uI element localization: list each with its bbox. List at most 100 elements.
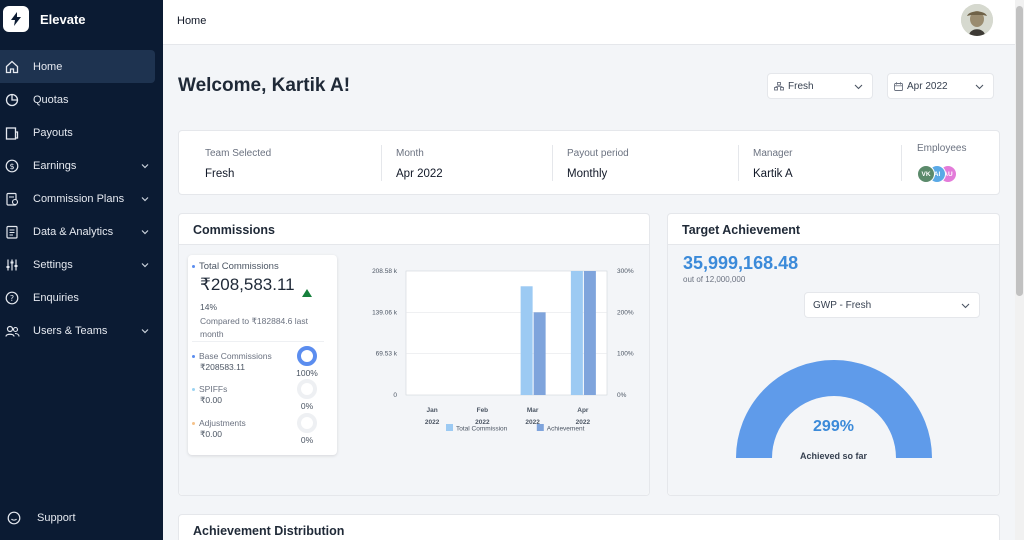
sidebar-nav: Home Quotas Payouts $ Earnings Commiss [0,50,163,347]
adjustments-pct: 0% [300,435,314,445]
y-right-tick-label: 200% [617,309,634,316]
base-commissions-label: Base Commissions [192,351,272,361]
home-icon [4,59,20,75]
breadcrumb[interactable]: Home [177,15,207,27]
legend-label: Achievement [547,426,585,433]
chevron-down-icon [141,325,149,337]
top-bar: Home [163,0,1015,45]
month-label: Month [396,148,424,159]
payout-period-label: Payout period [567,148,629,159]
achievement-distribution-card: Achievement Distribution [178,514,1000,540]
document-icon [4,191,20,207]
app-name: Elevate [40,11,86,27]
y-left-tick-label: 69.53 k [376,351,398,358]
pie-chart-icon [4,92,20,108]
commissions-body: Total Commissions ₹208,583.11 14% Compar… [179,245,649,495]
team-value: Fresh [205,168,235,180]
base-pct: 100% [296,368,318,378]
y-right-tick-label: 0% [617,392,627,399]
spiffs-pct: 0% [300,401,314,411]
chart-bar [520,286,533,395]
x-tick-label: 2022 [525,419,540,426]
sidebar-item-enquiries[interactable]: ? Enquiries [0,281,163,314]
y-left-tick-label: 139.06 k [372,309,398,316]
sidebar: Elevate Home Quotas Payouts $ Earnings [0,0,163,540]
sidebar-item-users-teams[interactable]: Users & Teams [0,314,163,347]
compared-text: Compared to ₹182884.6 last month [200,316,308,339]
sidebar-item-settings[interactable]: Settings [0,248,163,281]
chart-bar [570,271,583,395]
gauge-fill [736,360,932,459]
support-label: Support [37,512,76,524]
month-filter-select[interactable]: Apr 2022 [887,73,994,99]
sidebar-item-payouts[interactable]: Payouts [0,116,163,149]
target-value: 35,999,168.48 [683,253,799,273]
chevron-down-icon [141,193,149,205]
commissions-card: Commissions Total Commissions ₹208,583.1… [178,213,650,496]
sidebar-item-commission-plans[interactable]: Commission Plans [0,182,163,215]
target-out-of: out of 12,000,000 [683,275,746,284]
divider [738,145,739,181]
chart-bar [533,312,546,395]
x-tick-label: Mar [527,407,539,414]
scrollbar[interactable] [1015,0,1024,540]
x-tick-label: Apr [577,407,589,414]
sidebar-item-earnings[interactable]: $ Earnings [0,149,163,182]
lightning-icon [3,6,29,32]
main-content: Welcome, Kartik A! Fresh Apr 2022 Team S… [163,45,1015,540]
gauge-percent: 299% [813,418,854,435]
chart-bar [583,271,596,395]
total-commissions-panel: Total Commissions ₹208,583.11 14% Compar… [188,255,337,455]
divider [901,145,902,181]
sidebar-item-data-analytics[interactable]: Data & Analytics [0,215,163,248]
sidebar-item-label: Enquiries [33,291,79,304]
x-tick-label: Jan [427,407,438,414]
chevron-down-icon [854,82,863,93]
spiffs-label: SPIFFs [192,384,227,394]
target-plan-value: GWP - Fresh [813,299,872,311]
page-title: Welcome, Kartik A! [178,75,351,96]
sliders-icon [4,257,20,273]
change-pct: 14% [200,302,218,312]
sidebar-item-label: Earnings [33,159,77,172]
scroll-thumb[interactable] [1016,6,1023,296]
distribution-title: Achievement Distribution [193,524,345,538]
spiffs-progress-ring [297,379,317,399]
brand[interactable]: Elevate [0,0,163,38]
wallet-icon [4,125,20,141]
divider [179,244,649,245]
legend-label: Total Commission [456,426,508,433]
avatar[interactable] [961,4,993,36]
gauge-label: Achieved so far [799,451,868,461]
divider [192,341,324,342]
team-info-card: Team Selected Fresh Month Apr 2022 Payou… [178,130,1000,195]
target-title: Target Achievement [682,223,801,237]
calendar-icon [894,81,903,91]
team-icon [774,81,784,91]
y-right-tick-label: 100% [617,351,634,358]
support-link[interactable]: Support [0,508,163,528]
payout-period-value: Monthly [567,168,608,180]
sidebar-item-quotas[interactable]: Quotas [0,83,163,116]
target-plan-select[interactable]: GWP - Fresh [804,292,980,318]
x-tick-label: 2022 [475,419,490,426]
adjustments-label: Adjustments [192,418,246,428]
svg-text:?: ? [10,294,14,303]
team-filter-select[interactable]: Fresh [767,73,873,99]
y-left-tick-label: 208.58 k [372,268,398,275]
target-achievement-card: Target Achievement 35,999,168.48 out of … [667,213,1000,496]
team-label: Team Selected [205,148,272,159]
x-tick-label: 2022 [425,419,440,426]
chevron-down-icon [141,160,149,172]
total-commissions-value: ₹208,583.11 [200,275,295,294]
dollar-icon: $ [4,158,20,174]
adjustments-progress-ring [297,413,317,433]
users-icon [4,323,20,339]
chevron-down-icon [141,259,149,271]
sidebar-item-home[interactable]: Home [0,50,155,83]
base-commissions-value: ₹208583.11 [200,362,245,372]
employee-avatar[interactable]: VK [917,165,935,183]
manager-value: Kartik A [753,168,793,180]
x-tick-label: Feb [477,407,489,414]
trend-up-icon [302,284,312,302]
